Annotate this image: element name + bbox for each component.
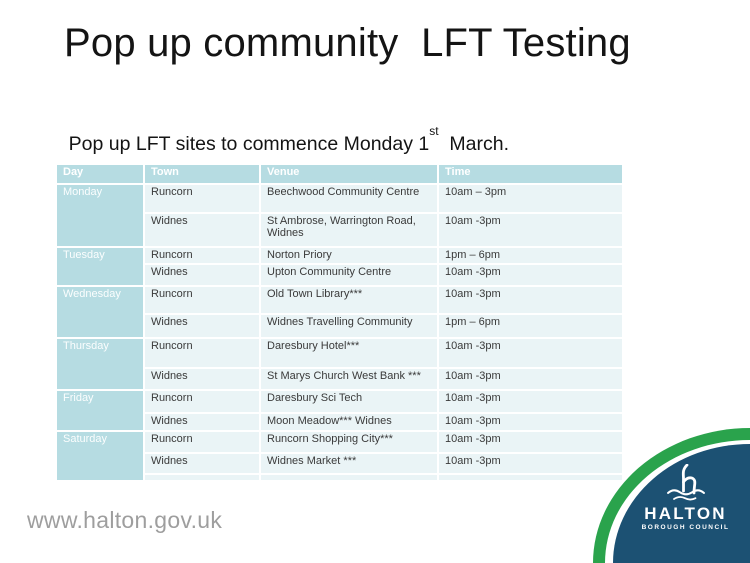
- venue-cell: Runcorn Shopping City***: [259, 430, 439, 454]
- table-row: Monday Runcorn Beechwood Community Centr…: [55, 183, 624, 248]
- time-cell: 10am -3pm: [437, 452, 624, 475]
- schedule-table: Day Town Venue Time Monday Runcorn Beech…: [55, 163, 624, 482]
- venue-cell: Moon Meadow*** Widnes: [259, 412, 439, 432]
- table-row: Widnes Moon Meadow*** Widnes 10am -3pm: [56, 412, 624, 432]
- time-cell: 10am -3pm: [437, 212, 624, 248]
- superscript-st: st: [429, 124, 439, 138]
- venue-cell: Old Town Library***: [259, 285, 439, 315]
- col-header-town: Town: [143, 163, 261, 185]
- time-cell: 10am -3pm: [437, 389, 624, 414]
- table-header-row: Day Town Venue Time: [55, 163, 624, 185]
- time-cell: 1pm – 6pm: [437, 313, 624, 339]
- town-cell: Runcorn: [143, 246, 261, 265]
- town-cell: Widnes: [143, 313, 261, 339]
- time-cell: 10am -3pm: [437, 367, 624, 391]
- col-header-time: Time: [437, 163, 624, 185]
- town-cell: Widnes: [143, 212, 261, 248]
- table-row: Widnes St Marys Church West Bank *** 10a…: [56, 367, 624, 391]
- halton-council-logo: HALTON BOROUGH COUNCIL: [613, 444, 750, 563]
- empty-cell: [143, 473, 261, 482]
- venue-cell: Upton Community Centre: [259, 263, 439, 287]
- time-cell: 10am -3pm: [437, 285, 624, 315]
- day-cell: Thursday: [55, 337, 145, 391]
- time-cell: 10am -3pm: [437, 430, 624, 454]
- logo-subtitle: BOROUGH COUNCIL: [641, 524, 730, 531]
- halton-h-icon: [666, 464, 705, 501]
- venue-cell: Daresbury Hotel***: [259, 337, 439, 369]
- venue-cell: Beechwood Community Centre: [259, 183, 439, 214]
- town-cell: Widnes: [143, 263, 261, 287]
- table-row: Saturday Runcorn Runcorn Shopping City**…: [55, 430, 624, 482]
- page-title: Pop up community LFT Testing: [64, 21, 631, 65]
- town-cell: Runcorn: [143, 389, 261, 414]
- time-cell: 10am -3pm: [437, 337, 624, 369]
- table-row: Thursday Runcorn Daresbury Hotel*** 10am…: [55, 337, 624, 391]
- table-row: Widnes Widnes Market *** 10am -3pm: [56, 452, 624, 475]
- table-row: Widnes St Ambrose, Warrington Road, Widn…: [56, 212, 624, 248]
- day-cell: Wednesday: [55, 285, 145, 339]
- table-filler-row: [56, 473, 624, 482]
- table-row: Widnes Upton Community Centre 10am -3pm: [56, 263, 624, 287]
- table-row: Friday Runcorn Daresbury Sci Tech 10am -…: [55, 389, 624, 432]
- intro-line1: Pop up LFT sites to commence Monday 1st …: [68, 124, 510, 155]
- table-row: Wednesday Runcorn Old Town Library*** 10…: [55, 285, 624, 339]
- col-header-day: Day: [55, 163, 145, 185]
- town-cell: Widnes: [143, 367, 261, 391]
- time-cell: 1pm – 6pm: [437, 246, 624, 265]
- town-cell: Runcorn: [143, 183, 261, 214]
- venue-cell: Daresbury Sci Tech: [259, 389, 439, 414]
- empty-cell: [259, 473, 439, 482]
- time-cell: 10am – 3pm: [437, 183, 624, 214]
- town-cell: Widnes: [143, 452, 261, 475]
- logo-wordmark: HALTON: [644, 504, 727, 523]
- venue-cell: Norton Priory: [259, 246, 439, 265]
- day-cell: Saturday: [55, 430, 145, 482]
- day-cell: Tuesday: [55, 246, 145, 287]
- town-cell: Runcorn: [143, 430, 261, 454]
- time-cell: 10am -3pm: [437, 263, 624, 287]
- town-cell: Widnes: [143, 412, 261, 432]
- table-row: Tuesday Runcorn Norton Priory 1pm – 6pm: [55, 246, 624, 287]
- venue-cell: Widnes Travelling Community: [259, 313, 439, 339]
- empty-cell: [437, 473, 624, 482]
- venue-cell: Widnes Market ***: [259, 452, 439, 475]
- venue-cell: St Ambrose, Warrington Road, Widnes: [259, 212, 439, 248]
- table-row: Widnes Widnes Travelling Community 1pm –…: [56, 313, 624, 339]
- website-url: www.halton.gov.uk: [27, 507, 223, 533]
- venue-cell: St Marys Church West Bank ***: [259, 367, 439, 391]
- town-cell: Runcorn: [143, 337, 261, 369]
- day-cell: Monday: [55, 183, 145, 248]
- town-cell: Runcorn: [143, 285, 261, 315]
- day-cell: Friday: [55, 389, 145, 432]
- time-cell: 10am -3pm: [437, 412, 624, 432]
- col-header-venue: Venue: [259, 163, 439, 185]
